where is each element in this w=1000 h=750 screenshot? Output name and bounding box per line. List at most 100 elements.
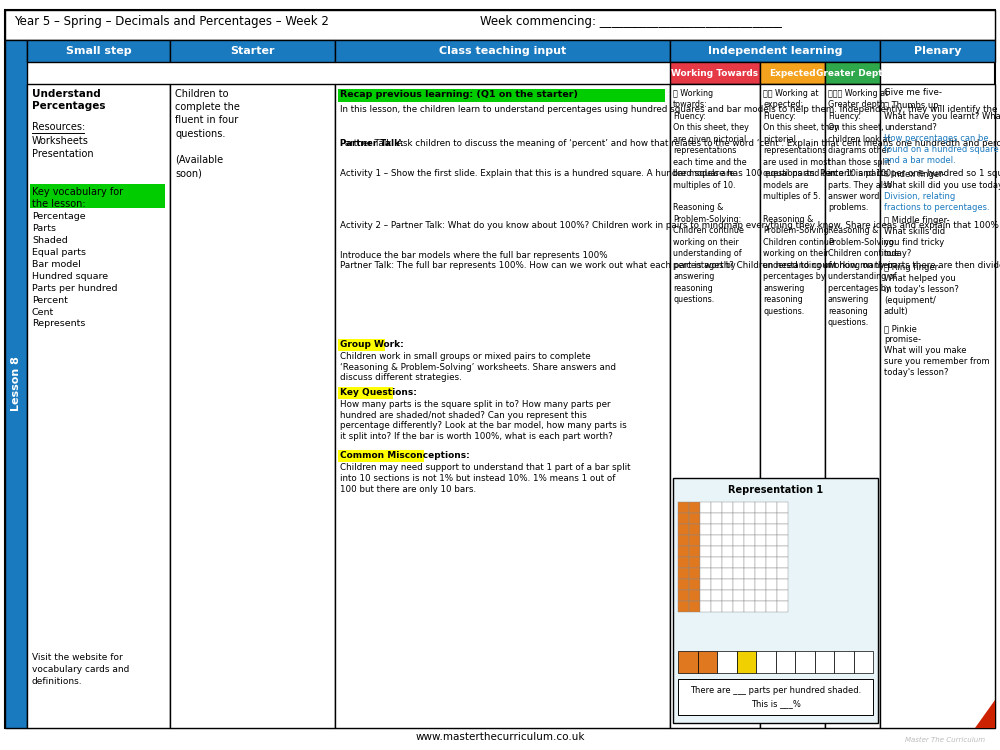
- Bar: [711, 546, 722, 557]
- Bar: [722, 513, 733, 524]
- Text: What will you make
sure you remember from
today's lesson?: What will you make sure you remember fro…: [884, 346, 990, 377]
- Bar: [777, 557, 788, 568]
- Bar: [755, 524, 766, 535]
- Bar: [777, 524, 788, 535]
- Bar: [335, 84, 670, 728]
- Bar: [766, 524, 777, 535]
- Bar: [678, 502, 689, 513]
- Bar: [755, 535, 766, 546]
- Text: Children work in small groups or mixed pairs to complete
‘Reasoning & Problem-So: Children work in small groups or mixed p…: [340, 352, 616, 382]
- Text: Recap previous learning: (Q1 on the starter): Recap previous learning: (Q1 on the star…: [340, 90, 578, 99]
- Text: Partner Talk: Ask children to discuss the meaning of ‘percent’ and how that rela: Partner Talk: Ask children to discuss th…: [340, 139, 1000, 148]
- Bar: [766, 590, 777, 601]
- Bar: [766, 502, 777, 513]
- Bar: [766, 568, 777, 579]
- Bar: [711, 513, 722, 524]
- Bar: [711, 568, 722, 579]
- Text: Working Towards: Working Towards: [671, 68, 759, 77]
- Text: 🤚 Thumbs up-: 🤚 Thumbs up-: [884, 101, 942, 110]
- Bar: [678, 601, 689, 612]
- Bar: [755, 579, 766, 590]
- Bar: [689, 535, 700, 546]
- Bar: [711, 557, 722, 568]
- Bar: [689, 524, 700, 535]
- Bar: [700, 579, 711, 590]
- Bar: [170, 84, 335, 728]
- Bar: [689, 568, 700, 579]
- Bar: [722, 601, 733, 612]
- Bar: [760, 62, 825, 84]
- Bar: [5, 10, 995, 40]
- Text: ☝️ Index finger-: ☝️ Index finger-: [884, 170, 945, 179]
- Bar: [744, 601, 755, 612]
- Bar: [722, 590, 733, 601]
- Bar: [30, 184, 165, 208]
- Bar: [755, 568, 766, 579]
- Text: www.masterthecurriculum.co.uk: www.masterthecurriculum.co.uk: [415, 732, 585, 742]
- Bar: [766, 557, 777, 568]
- Bar: [733, 568, 744, 579]
- Text: Division, relating
fractions to percentages.: Division, relating fractions to percenta…: [884, 192, 990, 212]
- Bar: [678, 579, 689, 590]
- Bar: [777, 535, 788, 546]
- Bar: [733, 546, 744, 557]
- Bar: [722, 557, 733, 568]
- Bar: [689, 590, 700, 601]
- Text: What skill did you use today?: What skill did you use today?: [884, 181, 1000, 190]
- Text: Activity 2 – Partner Talk: What do you know about 100%? Children work in pairs t: Activity 2 – Partner Talk: What do you k…: [340, 221, 1000, 230]
- Bar: [755, 546, 766, 557]
- Bar: [766, 579, 777, 590]
- Text: Plenary: Plenary: [914, 46, 961, 56]
- Bar: [755, 557, 766, 568]
- Text: How many parts is the square split in to? How many parts per
hundred are shaded/: How many parts is the square split in to…: [340, 400, 627, 441]
- Bar: [689, 546, 700, 557]
- Bar: [700, 568, 711, 579]
- Bar: [722, 535, 733, 546]
- Text: Understand
Percentages: Understand Percentages: [32, 89, 106, 112]
- Bar: [777, 601, 788, 612]
- Text: Percentage
Parts
Shaded
Equal parts
Bar model
Hundred square
Parts per hundred
P: Percentage Parts Shaded Equal parts Bar …: [32, 212, 118, 328]
- Bar: [733, 524, 744, 535]
- Text: Lesson 8: Lesson 8: [11, 356, 21, 412]
- Text: In this lesson, the children learn to understand percentages using hundred squar: In this lesson, the children learn to un…: [340, 105, 1000, 114]
- Bar: [5, 40, 27, 728]
- Bar: [698, 651, 717, 673]
- Bar: [678, 535, 689, 546]
- Bar: [722, 579, 733, 590]
- Bar: [700, 557, 711, 568]
- Text: Common Misconceptions:: Common Misconceptions:: [340, 451, 470, 460]
- Bar: [700, 502, 711, 513]
- Bar: [711, 590, 722, 601]
- Bar: [722, 568, 733, 579]
- Polygon shape: [975, 700, 995, 728]
- Text: Master The Curriculum: Master The Curriculum: [905, 737, 985, 743]
- Text: Activity 1 – Show the first slide. Explain that this is a hundred square. A hund: Activity 1 – Show the first slide. Expla…: [340, 169, 1000, 178]
- Text: ⭐⭐ Working at
expected:
Fluency:
On this sheet, they
pictorial
representations
a: ⭐⭐ Working at expected: Fluency: On this…: [763, 89, 839, 316]
- Bar: [744, 546, 755, 557]
- Bar: [722, 502, 733, 513]
- Bar: [700, 535, 711, 546]
- Bar: [689, 513, 700, 524]
- Bar: [777, 568, 788, 579]
- Text: There are ___ parts per hundred shaded.: There are ___ parts per hundred shaded.: [690, 686, 861, 695]
- Bar: [880, 40, 995, 62]
- Bar: [814, 651, 834, 673]
- Bar: [766, 535, 777, 546]
- Bar: [689, 601, 700, 612]
- Bar: [834, 651, 854, 673]
- Text: Introduce the bar models where the full bar represents 100%: Introduce the bar models where the full …: [340, 251, 608, 260]
- Bar: [733, 535, 744, 546]
- Bar: [700, 546, 711, 557]
- Text: Partner Talk: The full bar represents 100%. How can we work out what each part i: Partner Talk: The full bar represents 10…: [340, 261, 1000, 270]
- Bar: [678, 524, 689, 535]
- Bar: [733, 579, 744, 590]
- Bar: [678, 546, 689, 557]
- Bar: [760, 84, 825, 728]
- Bar: [880, 84, 995, 728]
- Bar: [733, 502, 744, 513]
- Bar: [27, 84, 170, 728]
- Bar: [670, 40, 880, 62]
- Text: How percentages can be
found on a hundred square
and a bar model.: How percentages can be found on a hundre…: [884, 134, 999, 165]
- Bar: [670, 84, 760, 728]
- Text: Partner Talk:: Partner Talk:: [340, 139, 404, 148]
